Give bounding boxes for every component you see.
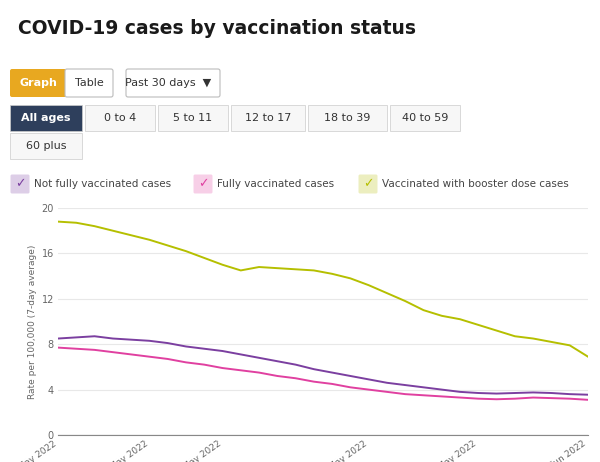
Text: 12 to 17: 12 to 17 <box>245 113 291 123</box>
Text: Fully vaccinated cases: Fully vaccinated cases <box>217 179 334 189</box>
FancyBboxPatch shape <box>126 69 220 97</box>
FancyBboxPatch shape <box>193 175 212 194</box>
Text: Not fully vaccinated cases: Not fully vaccinated cases <box>34 179 171 189</box>
Y-axis label: Rate per 100,000 (7-day average): Rate per 100,000 (7-day average) <box>28 244 37 399</box>
FancyBboxPatch shape <box>10 69 66 97</box>
Text: Table: Table <box>74 78 103 88</box>
Text: Graph: Graph <box>19 78 57 88</box>
Text: 0 to 4: 0 to 4 <box>104 113 136 123</box>
FancyBboxPatch shape <box>359 175 377 194</box>
Bar <box>390 105 460 131</box>
Text: 40 to 59: 40 to 59 <box>402 113 448 123</box>
Text: Vaccinated with booster dose cases: Vaccinated with booster dose cases <box>382 179 569 189</box>
Bar <box>85 105 155 131</box>
Text: All ages: All ages <box>21 113 71 123</box>
Text: COVID-19 cases by vaccination status: COVID-19 cases by vaccination status <box>18 19 416 38</box>
FancyBboxPatch shape <box>11 175 29 194</box>
Bar <box>10 133 82 159</box>
Text: ✓: ✓ <box>363 177 373 190</box>
Bar <box>231 105 305 131</box>
FancyBboxPatch shape <box>65 69 113 97</box>
Text: ✓: ✓ <box>15 177 25 190</box>
Text: 60 plus: 60 plus <box>26 141 66 151</box>
Text: 5 to 11: 5 to 11 <box>173 113 212 123</box>
Bar <box>10 105 82 131</box>
Bar <box>158 105 228 131</box>
Text: Past 30 days  ▼: Past 30 days ▼ <box>125 78 211 88</box>
Text: 18 to 39: 18 to 39 <box>325 113 371 123</box>
Bar <box>308 105 387 131</box>
Text: ✓: ✓ <box>198 177 208 190</box>
